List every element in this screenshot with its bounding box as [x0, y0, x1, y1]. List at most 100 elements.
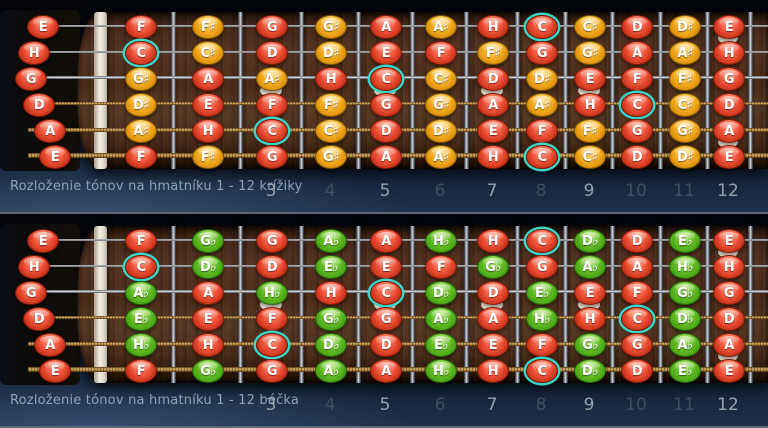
note-marker: G♭	[192, 359, 224, 383]
note-marker: F♯	[574, 119, 606, 143]
note-marker: E	[477, 119, 509, 143]
note-marker: F	[425, 255, 457, 279]
fret-wire	[515, 226, 520, 383]
open-note-marker: H	[18, 41, 50, 65]
fret-wire	[299, 226, 304, 383]
note-marker: E♭	[669, 359, 701, 383]
open-note-marker: A	[34, 333, 66, 357]
fret-wire	[610, 12, 615, 169]
note-marker: F	[621, 281, 653, 305]
note-marker: G♭	[574, 333, 606, 357]
note-marker: E♭	[315, 255, 347, 279]
note-marker: F	[256, 93, 288, 117]
note-marker: G♯	[425, 93, 457, 117]
note-marker: G	[713, 67, 745, 91]
note-marker: A♯	[425, 145, 457, 169]
note-marker: F	[125, 359, 157, 383]
note-marker: A♭	[125, 281, 157, 305]
note-marker: A♯	[526, 93, 558, 117]
note-marker: A	[192, 281, 224, 305]
note-marker: D♯	[669, 15, 701, 39]
fretboard-panel-sharps: Rozloženie tónov na hmatníku 1 - 12 kríž…	[0, 0, 768, 214]
note-marker: E	[370, 255, 402, 279]
note-marker: A	[370, 359, 402, 383]
note-marker: A♭	[574, 255, 606, 279]
note-marker: D	[713, 307, 745, 331]
note-marker: C♯	[669, 93, 701, 117]
note-marker: A	[370, 15, 402, 39]
note-marker: G	[526, 255, 558, 279]
fret-wire	[563, 226, 568, 383]
note-marker: D	[370, 119, 402, 143]
note-marker: E	[574, 67, 606, 91]
open-note-marker: E	[39, 359, 71, 383]
note-marker: H	[315, 67, 347, 91]
panel-caption: Rozloženie tónov na hmatníku 1 - 12 kríž…	[10, 179, 303, 194]
note-marker: F♯	[477, 41, 509, 65]
note-marker: G	[256, 145, 288, 169]
note-marker: H♭	[425, 359, 457, 383]
fretboard-wood	[77, 226, 768, 383]
note-marker: G♯	[315, 15, 347, 39]
fret-number: 12	[717, 181, 739, 201]
note-marker: H	[477, 229, 509, 253]
note-marker: H	[574, 307, 606, 331]
note-marker: C	[526, 359, 558, 383]
fret-number: 10	[625, 395, 647, 415]
note-marker: A	[713, 333, 745, 357]
note-marker: E♭	[425, 333, 457, 357]
note-marker: H♭	[125, 333, 157, 357]
note-marker: E♭	[125, 307, 157, 331]
note-marker: G♭	[192, 229, 224, 253]
note-marker: G♯	[125, 67, 157, 91]
note-marker: F	[125, 229, 157, 253]
note-marker: G	[256, 359, 288, 383]
fret-wire	[748, 226, 753, 383]
note-marker: D♯	[315, 41, 347, 65]
note-marker: D	[621, 359, 653, 383]
note-marker: E	[574, 281, 606, 305]
note-marker: A♯	[125, 119, 157, 143]
note-marker: F	[526, 333, 558, 357]
open-note-marker: E	[27, 229, 59, 253]
note-marker: E	[192, 93, 224, 117]
note-marker: G	[256, 15, 288, 39]
fret-number: 7	[486, 395, 498, 415]
note-marker: D	[477, 67, 509, 91]
note-marker: H♭	[256, 281, 288, 305]
open-note-marker: G	[15, 67, 47, 91]
note-marker: F♯	[192, 145, 224, 169]
fret-wire	[299, 12, 304, 169]
panel-caption: Rozloženie tónov na hmatníku 1 - 12 béčk…	[10, 393, 300, 408]
note-marker: A♭	[315, 359, 347, 383]
fret-number: 8	[535, 395, 547, 415]
open-note-marker: H	[18, 255, 50, 279]
note-marker: G♭	[477, 255, 509, 279]
fret-wire	[610, 226, 615, 383]
fret-wire	[171, 12, 176, 169]
note-marker: H♭	[425, 229, 457, 253]
note-marker: C	[370, 67, 402, 91]
note-marker: H	[315, 281, 347, 305]
note-marker: E	[713, 15, 745, 39]
note-marker: D♭	[574, 229, 606, 253]
fret-number: 12	[717, 395, 739, 415]
open-note-marker: G	[15, 281, 47, 305]
note-marker: C	[526, 229, 558, 253]
nut	[94, 12, 107, 169]
fret-wire	[563, 12, 568, 169]
note-marker: F	[125, 145, 157, 169]
note-marker: G♭	[315, 307, 347, 331]
note-marker: H♭	[526, 307, 558, 331]
fret-number: 10	[625, 181, 647, 201]
note-marker: G♯	[574, 41, 606, 65]
note-marker: D	[256, 255, 288, 279]
note-marker: C	[370, 281, 402, 305]
note-marker: F	[526, 119, 558, 143]
note-marker: D♭	[315, 333, 347, 357]
note-marker: D	[713, 93, 745, 117]
open-note-marker: A	[34, 119, 66, 143]
fret-number: 9	[583, 395, 595, 415]
note-marker: D♯	[425, 119, 457, 143]
